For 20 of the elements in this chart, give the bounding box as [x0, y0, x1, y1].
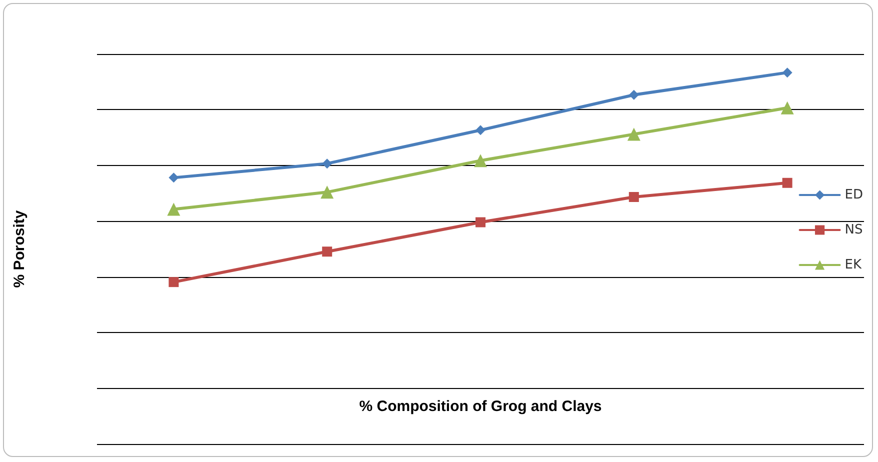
legend-label: ED: [844, 188, 864, 202]
point: [628, 90, 639, 100]
point: [782, 68, 792, 78]
x-axis-title: % Composition of Grog and Clays: [359, 398, 602, 415]
legend-label: NS: [844, 222, 863, 238]
legend-label: EK: [844, 258, 862, 272]
point: [322, 158, 332, 169]
point: [780, 101, 794, 114]
point: [320, 186, 334, 199]
point: [167, 202, 180, 216]
y-axis-title: % Porosity: [11, 210, 28, 288]
point: [476, 125, 486, 136]
point: [782, 178, 792, 188]
point: [628, 192, 639, 202]
point: [476, 217, 486, 228]
point: [168, 172, 179, 183]
point: [322, 246, 332, 257]
point: [474, 154, 487, 168]
point: [168, 277, 179, 288]
point: [627, 128, 640, 141]
